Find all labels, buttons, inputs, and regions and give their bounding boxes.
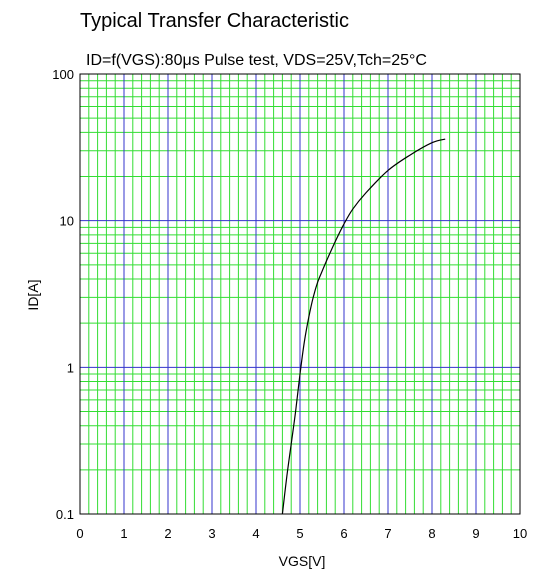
- y-axis-label: ID[A]: [25, 279, 41, 310]
- x-tick-label: 7: [384, 526, 391, 541]
- x-tick-label: 1: [120, 526, 127, 541]
- x-tick-label: 5: [296, 526, 303, 541]
- x-tick-label: 6: [340, 526, 347, 541]
- x-tick-label: 3: [208, 526, 215, 541]
- x-tick-label: 8: [428, 526, 435, 541]
- y-tick-label: 1: [67, 360, 74, 375]
- x-tick-label: 4: [252, 526, 259, 541]
- x-tick-label: 0: [76, 526, 83, 541]
- y-tick-label: 0.1: [56, 507, 74, 522]
- x-tick-label: 10: [513, 526, 527, 541]
- y-axis-ticks: 0.1 1 10 100: [52, 67, 74, 522]
- series-line: [281, 138, 446, 515]
- minor-gridlines: [80, 74, 520, 514]
- y-tick-label: 100: [52, 67, 74, 82]
- chart-subtitle: ID=f(VGS):80μs Pulse test, VDS=25V,Tch=2…: [86, 52, 427, 69]
- y-tick-label: 10: [60, 214, 74, 229]
- x-tick-label: 9: [472, 526, 479, 541]
- x-axis-label: VGS[V]: [279, 553, 326, 569]
- major-gridlines: [79, 73, 521, 515]
- x-tick-label: 2: [164, 526, 171, 541]
- plot-frame: [79, 73, 521, 515]
- x-axis-ticks: 0 1 2 3 4 5 6 7 8 9 10: [76, 526, 527, 541]
- chart-title: Typical Transfer Characteristic: [80, 10, 349, 32]
